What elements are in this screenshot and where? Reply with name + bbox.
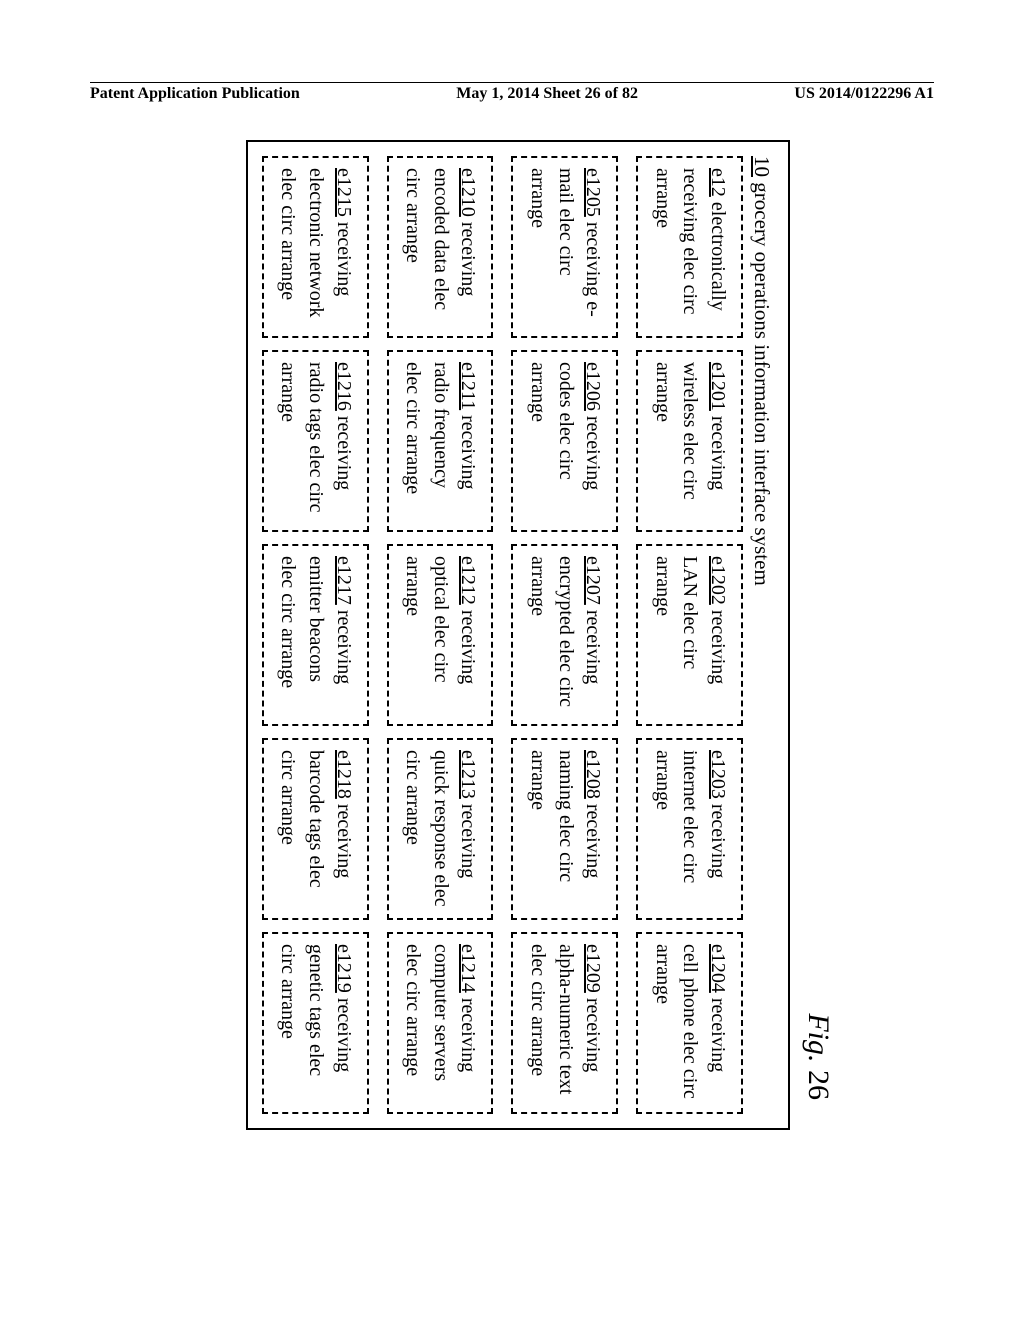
cell-id: e1217 xyxy=(333,556,355,605)
diagram-cell: e1207 receiving encrypted elec circ arra… xyxy=(511,544,618,726)
diagram-cell: e1208 receiving naming elec circ arrange xyxy=(511,738,618,920)
page-header: Patent Application Publication May 1, 20… xyxy=(90,82,934,103)
cell-id: e1211 xyxy=(457,362,479,410)
diagram-cell: e1217 receiving emitter beacons elec cir… xyxy=(262,544,369,726)
figure-label-prefix: Fig. xyxy=(802,1013,835,1062)
cell-id: e1206 xyxy=(582,362,604,411)
header-right: US 2014/0122296 A1 xyxy=(794,85,934,103)
diagram-cell: e1206 receiving codes elec circ arrange xyxy=(511,350,618,532)
cell-id: e1205 xyxy=(582,168,604,217)
page: Patent Application Publication May 1, 20… xyxy=(0,0,1024,1320)
diagram-cell: e12 electronically receiving elec circ a… xyxy=(636,156,743,338)
outer-id: 10 xyxy=(750,156,774,177)
cell-id: e1216 xyxy=(333,362,355,411)
cell-id: e1219 xyxy=(333,944,355,993)
diagram-cell: e1216 receiving radio tags elec circ arr… xyxy=(262,350,369,532)
figure-rotated-wrap: Fig. 26 10 grocery operations informatio… xyxy=(0,330,980,950)
cell-id: e1201 xyxy=(707,362,729,411)
diagram-cell: e1210 receiving encoded data elec circ a… xyxy=(387,156,494,338)
diagram-cell: e1205 receiving e-mail elec circ arrange xyxy=(511,156,618,338)
outer-box: 10 grocery operations information interf… xyxy=(246,140,790,1130)
diagram-cell: e1215 receiving electronic network elec … xyxy=(262,156,369,338)
diagram-cell: e1202 receiving LAN elec circ arrange xyxy=(636,544,743,726)
diagram-cell: e1203 receiving internet elec circ arran… xyxy=(636,738,743,920)
figure-label: Fig. 26 xyxy=(801,1013,835,1100)
diagram-cell: e1201 receiving wireless elec circ arran… xyxy=(636,350,743,532)
outer-title: 10 grocery operations information interf… xyxy=(749,156,774,1114)
cell-id: e1208 xyxy=(582,750,604,799)
diagram-grid: e12 electronically receiving elec circ a… xyxy=(262,156,743,1114)
figure-canvas: Fig. 26 10 grocery operations informatio… xyxy=(170,140,790,1140)
cell-id: e1204 xyxy=(707,944,729,993)
diagram-cell: e1204 receiving cell phone elec circ arr… xyxy=(636,932,743,1114)
cell-id: e1210 xyxy=(457,168,479,217)
cell-id: e1212 xyxy=(457,556,479,605)
diagram-cell: e1219 receiving genetic tags elec circ a… xyxy=(262,932,369,1114)
diagram-cell: e1211 receiving radio frequency elec cir… xyxy=(387,350,494,532)
diagram-cell: e1212 receiving optical elec circ arrang… xyxy=(387,544,494,726)
cell-id: e1209 xyxy=(582,944,604,993)
cell-id: e1214 xyxy=(457,944,479,993)
cell-id: e1215 xyxy=(333,168,355,217)
cell-id: e1218 xyxy=(333,750,355,799)
header-center: May 1, 2014 Sheet 26 of 82 xyxy=(456,85,638,103)
figure-label-number: 26 xyxy=(802,1070,835,1100)
header-left: Patent Application Publication xyxy=(90,85,300,103)
diagram-cell: e1218 receiving barcode tags elec circ a… xyxy=(262,738,369,920)
cell-id: e12 xyxy=(707,168,729,197)
diagram-cell: e1214 receiving computer servers elec ci… xyxy=(387,932,494,1114)
diagram-cell: e1209 receiving alpha-numeric text elec … xyxy=(511,932,618,1114)
cell-id: e1202 xyxy=(707,556,729,605)
outer-text-value: grocery operations information interface… xyxy=(750,182,774,586)
diagram-cell: e1213 receiving quick response elec circ… xyxy=(387,738,494,920)
cell-id: e1207 xyxy=(582,556,604,605)
cell-id: e1203 xyxy=(707,750,729,799)
cell-id: e1213 xyxy=(457,750,479,799)
